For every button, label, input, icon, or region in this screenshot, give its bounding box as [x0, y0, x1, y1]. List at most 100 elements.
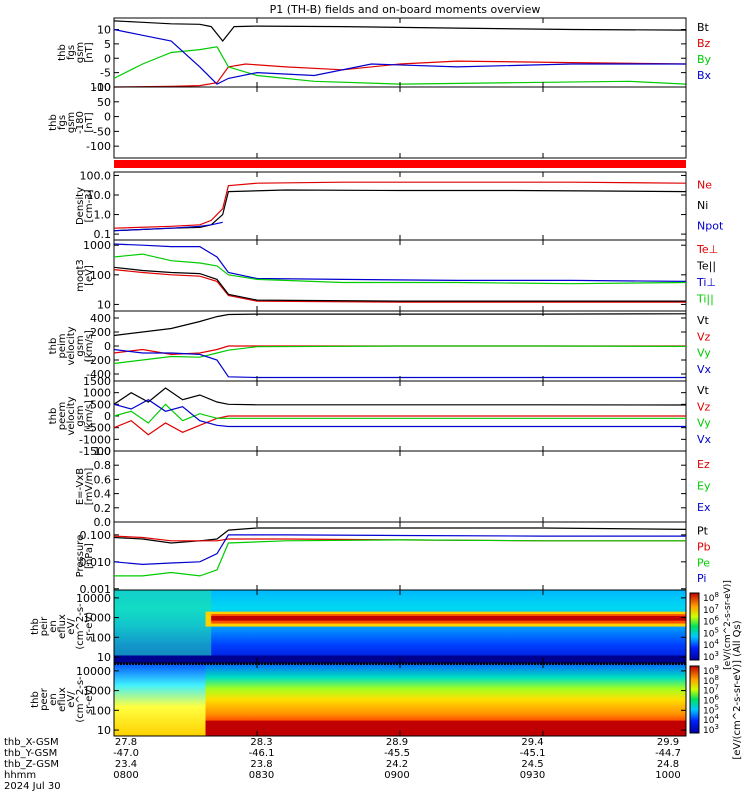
panel-frame: [113, 521, 687, 591]
legend-label-Ti||: Ti||: [696, 293, 714, 306]
y-axis-label: [nT]: [84, 112, 95, 132]
y-tick-label: 100: [90, 704, 111, 717]
y-tick-label: 0: [104, 410, 111, 423]
colorbar-2: [689, 665, 700, 734]
series-line-Ni: [113, 189, 687, 232]
peer-heatmap-early-region: [114, 663, 206, 736]
y-axis-label: sr-eV): [84, 612, 95, 641]
y-tick-label: -10: [93, 81, 111, 94]
colorbar-title: [eV/(cm^2-s-sr-eV)] (All Qs): [732, 620, 743, 759]
y-tick-label: 0.100: [80, 529, 112, 542]
series-line-Npot: [113, 221, 223, 232]
y-tick-label: 10000: [76, 592, 111, 605]
y-axis-label: Density: [75, 187, 86, 225]
panel-peer-spectrogram: 10000 1000 100 10 thbpeerenefluxeV/(cm^2-s-s…: [30, 662, 687, 737]
y-tick-label: 0.8: [94, 459, 112, 472]
series-line-Pe: [114, 539, 686, 577]
legend-label-Pb: Pb: [697, 540, 711, 553]
legend-label-Vx: Vx: [697, 363, 712, 376]
y-tick-label: 10000: [76, 665, 111, 678]
x-tick-label: 0830: [249, 770, 274, 781]
series-line-Vy: [113, 345, 687, 365]
series-line-Ti⊥: [113, 243, 687, 282]
series-line-Vz: [113, 345, 686, 356]
legend-label-Te||: Te||: [696, 260, 716, 273]
x-tick-label: -44.7: [655, 748, 681, 759]
panel-frame: [113, 17, 687, 88]
colorbar-tick-label: 103: [703, 650, 719, 663]
colorbar-1: [689, 592, 700, 661]
y-axis-label: thb: [48, 408, 59, 425]
y-axis-label: (cm^2-s-: [75, 676, 86, 723]
y-tick-label: -1500: [79, 445, 111, 458]
x-tick-label: -46.1: [249, 748, 275, 759]
y-axis-label: fgs: [57, 115, 68, 130]
y-tick-label: 0.010: [80, 556, 112, 569]
colorbar-tick-label: 106: [703, 615, 719, 628]
x-tick-label: 29.9: [657, 737, 679, 748]
x-tick-label: 23.4: [115, 759, 137, 770]
y-tick-label: 1.0: [94, 209, 112, 222]
y-tick-label: 0: [104, 52, 111, 65]
y-tick-label: 0.001: [80, 583, 112, 596]
y-axis-label: [km/s]: [84, 330, 95, 362]
y-tick-label: 100: [90, 81, 111, 94]
y-axis-label: gsm: [75, 405, 86, 426]
y-axis-label: thb: [57, 44, 68, 61]
y-tick-label: -400: [86, 368, 111, 381]
y-tick-label: -100: [86, 140, 111, 153]
y-axis-label: [cm-3]: [84, 189, 95, 222]
legend-label-Vz: Vz: [697, 400, 711, 413]
y-tick-label: 0: [104, 111, 111, 124]
panel-frame: [113, 86, 687, 159]
y-tick-label: -200: [86, 354, 111, 367]
legend-label-Vy: Vy: [697, 417, 711, 430]
legend-label-Te⊥: Te⊥: [696, 243, 718, 256]
y-tick-label: -500: [86, 422, 111, 435]
panel-peir-spectrogram: 10000 1000 100 10 thbpeirenefluxeV/(cm^2-s-s…: [30, 589, 687, 664]
series-line-Vx: [113, 348, 686, 379]
y-axis-label: eV/: [66, 618, 77, 635]
panel-pressure: 0.100 0.010 0.001 Pressure[nPa] Pt Pb Pe Pi: [75, 521, 711, 596]
series-line-Bt: [113, 20, 687, 42]
y-tick-label: 0.1: [94, 228, 112, 241]
y-axis-label: en: [48, 620, 59, 633]
x-tick-label: 29.4: [521, 737, 543, 748]
series-line-Ti||: [113, 253, 687, 285]
series-line-Pt: [113, 527, 687, 544]
colorbar-tick-label: 109: [703, 664, 719, 677]
y-axis-label: [nPa]: [84, 543, 95, 569]
legend-label-Ex: Ex: [697, 501, 711, 514]
colorbar-tick-label: 107: [703, 684, 719, 697]
series-line-Vt: [113, 313, 687, 337]
y-axis-label: peem: [57, 402, 68, 430]
legend-label-Bx: Bx: [697, 69, 712, 82]
y-tick-label: 0.0: [94, 516, 112, 529]
panel-density: 100.0 10.0 1.0 0.1 Density[cm-3] Ne Ni Npot: [75, 169, 724, 241]
x-axis-row-label: thb_X-GSM: [4, 737, 59, 748]
y-tick-label: 10: [97, 651, 111, 664]
x-tick-label: 23.8: [250, 759, 272, 770]
series-line-Pi: [113, 534, 686, 566]
x-tick-label: -47.0: [113, 748, 139, 759]
x-tick-label: -45.1: [520, 748, 546, 759]
x-tick-label: 1000: [655, 770, 680, 781]
x-tick-label: 0800: [113, 770, 138, 781]
y-tick-label: -1000: [79, 433, 111, 446]
x-axis-row-label: thb_Z-GSM: [4, 759, 59, 770]
colorbar-tick-label: 104: [703, 713, 719, 726]
peir-heatmap-band-red: [211, 616, 687, 621]
x-tick-label: 27.8: [115, 737, 137, 748]
y-axis-label: thb: [30, 618, 41, 635]
y-axis-label: eflux: [57, 687, 68, 712]
y-tick-label: -50: [93, 125, 111, 138]
x-tick-label: 24.2: [386, 759, 408, 770]
y-axis-label: gsm: [75, 335, 86, 356]
y-tick-label: 400: [90, 312, 111, 325]
y-tick-label: 10: [97, 724, 111, 737]
legend-label-By: By: [697, 53, 712, 66]
x-tick-label: -45.5: [384, 748, 410, 759]
y-tick-label: -5: [100, 67, 111, 80]
y-tick-label: 100: [90, 631, 111, 644]
